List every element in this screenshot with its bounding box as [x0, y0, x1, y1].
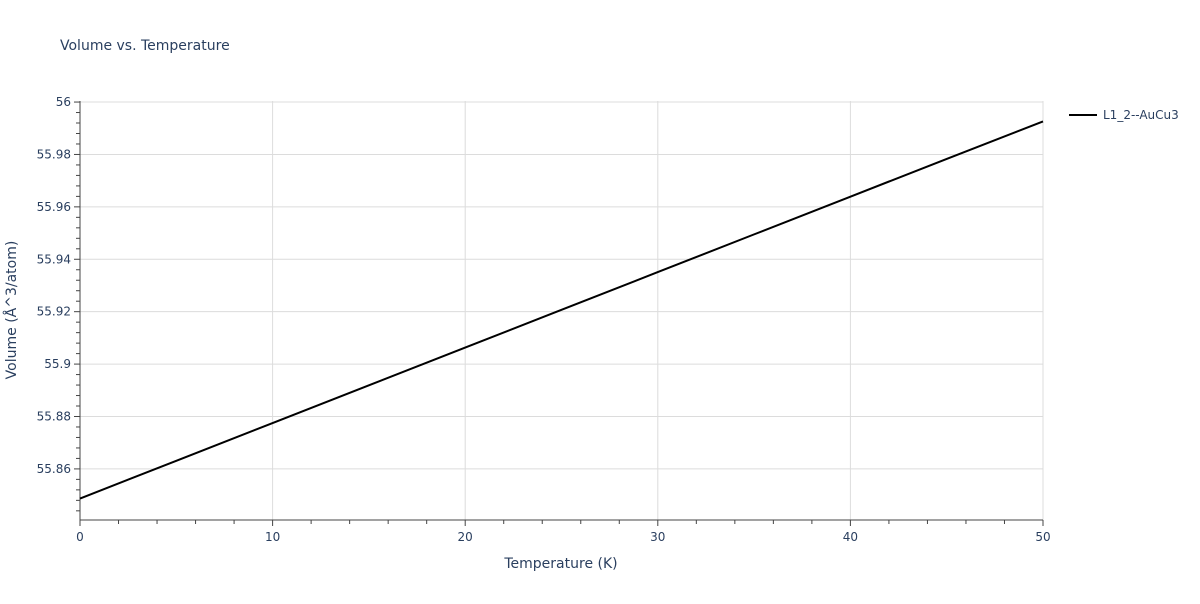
- y-tick-label: 55.88: [37, 409, 71, 423]
- series-lines: [79, 120, 1044, 500]
- grid: [80, 101, 1044, 520]
- x-tick-label: 40: [843, 530, 858, 544]
- legend[interactable]: L1_2--AuCu3: [1069, 108, 1179, 122]
- legend-label: L1_2--AuCu3: [1103, 108, 1179, 122]
- y-tick-label: 55.92: [37, 305, 71, 319]
- y-tick-label: 55.94: [37, 252, 71, 266]
- y-tick-label: 55.98: [37, 147, 71, 161]
- x-tick-label: 30: [650, 530, 665, 544]
- x-tick-label: 0: [76, 530, 84, 544]
- y-tick-label: 55.9: [44, 357, 71, 371]
- y-tick-label: 55.86: [37, 462, 71, 476]
- y-tick-label: 55.96: [37, 200, 71, 214]
- y-tick-label: 56: [56, 95, 71, 109]
- x-axis-label: Temperature (K): [503, 556, 617, 572]
- series-line: [79, 120, 1044, 500]
- chart-title: Volume vs. Temperature: [60, 38, 230, 54]
- y-axis-label: Volume (Å^3/atom): [3, 241, 20, 380]
- x-tick-label: 50: [1035, 530, 1050, 544]
- axes: 0 10 20 30 40 50 55.86 55.88 55.9 55.92 55.94 55.96…: [37, 95, 1051, 544]
- x-tick-label: 20: [458, 530, 473, 544]
- x-tick-label: 10: [265, 530, 280, 544]
